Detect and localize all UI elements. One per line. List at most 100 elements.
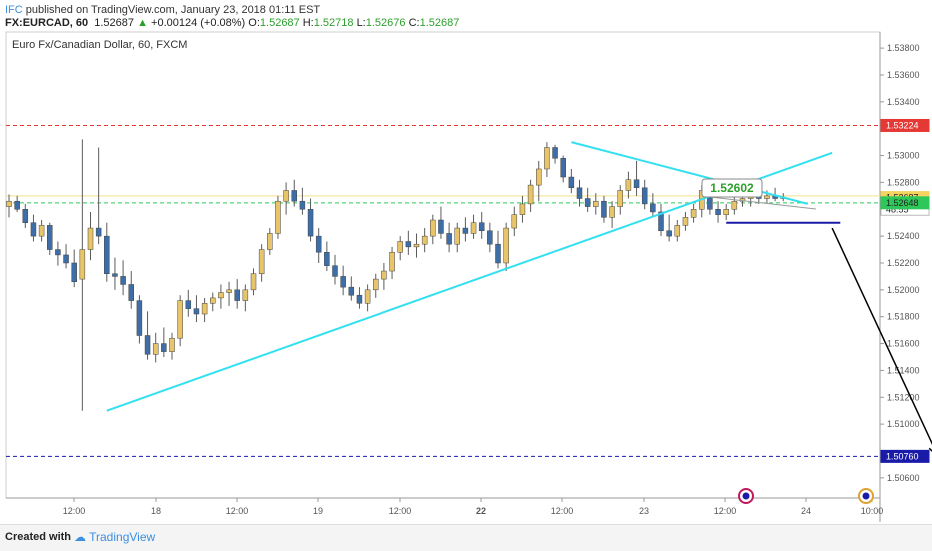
candle-up bbox=[682, 217, 689, 226]
y-tick-label: 1.51000 bbox=[887, 419, 920, 429]
candle-down bbox=[14, 200, 20, 210]
candle-down bbox=[185, 300, 192, 309]
high-value: 1.52718 bbox=[313, 17, 354, 29]
candle-down bbox=[495, 243, 501, 264]
candle-up bbox=[544, 147, 550, 170]
candle-down bbox=[601, 200, 607, 218]
candle-up bbox=[593, 200, 599, 207]
candle-up bbox=[169, 337, 175, 352]
price-axis-label bbox=[880, 196, 930, 210]
y-tick-label: 1.53000 bbox=[887, 151, 920, 161]
symbol-ohlc-line: FX:EURCAD, 60 1.52687 ▲ +0.00124 (+0.08%… bbox=[5, 17, 459, 29]
low-label: L: bbox=[356, 17, 366, 29]
candle-down bbox=[95, 227, 102, 237]
candle-down bbox=[315, 235, 322, 253]
candle-up bbox=[373, 278, 379, 291]
candle-up bbox=[674, 225, 681, 237]
candle-up bbox=[430, 219, 436, 237]
candle-down bbox=[161, 343, 167, 352]
y-tick-label: 1.51200 bbox=[887, 392, 920, 402]
candle-up bbox=[413, 243, 420, 248]
plot-area bbox=[5, 31, 881, 499]
candle-up bbox=[503, 227, 509, 264]
candle-down bbox=[299, 200, 306, 210]
candle-down bbox=[324, 251, 330, 266]
candle-down bbox=[552, 147, 558, 159]
candle-up bbox=[617, 190, 623, 207]
candle-down bbox=[348, 286, 355, 296]
candle-down bbox=[446, 233, 452, 245]
y-tick-label: 1.53800 bbox=[887, 43, 920, 53]
y-tick-label: 1.50600 bbox=[887, 473, 920, 483]
candle-down bbox=[633, 179, 640, 189]
candle-up bbox=[625, 179, 632, 191]
candle-up bbox=[258, 249, 265, 274]
candle-down bbox=[104, 235, 110, 274]
symbol-label: FX:EURCAD, 60 bbox=[5, 17, 89, 29]
candle-up bbox=[283, 190, 289, 202]
candle-down bbox=[55, 249, 61, 256]
created-with-text: Created with bbox=[5, 531, 72, 543]
candle-down bbox=[112, 273, 118, 277]
publish-text: published on TradingView.com, January 23… bbox=[25, 4, 321, 16]
candle-down bbox=[120, 276, 126, 285]
candle-down bbox=[405, 241, 412, 248]
candle-down bbox=[438, 219, 444, 234]
x-tick-label: 23 bbox=[639, 506, 649, 516]
x-tick-label: 12:00 bbox=[551, 506, 574, 516]
candle-down bbox=[71, 262, 77, 283]
candle-up bbox=[421, 235, 428, 245]
candle-down bbox=[658, 211, 664, 232]
author-link[interactable]: IFC bbox=[5, 4, 23, 16]
candle-down bbox=[584, 198, 591, 207]
candle-up bbox=[210, 297, 216, 304]
tradingview-brand: TradingView bbox=[89, 530, 156, 544]
y-tick-label: 1.51600 bbox=[887, 339, 920, 349]
candle-down bbox=[666, 230, 672, 237]
candle-down bbox=[356, 294, 363, 304]
last-price: 1.52687 bbox=[94, 17, 135, 29]
candle-down bbox=[307, 209, 314, 237]
economic-event-icon-dot bbox=[742, 492, 750, 500]
candle-up bbox=[267, 233, 273, 250]
candle-down bbox=[650, 203, 656, 213]
candle-up bbox=[218, 292, 224, 299]
candle-up bbox=[511, 214, 518, 229]
candle-down bbox=[63, 254, 69, 264]
x-tick-label: 10:00 bbox=[861, 506, 884, 516]
candle-down bbox=[715, 209, 721, 215]
candle-down bbox=[340, 276, 346, 288]
x-tick-label: 22 bbox=[476, 506, 486, 516]
candle-up bbox=[536, 168, 542, 186]
candle-up bbox=[609, 206, 615, 218]
candle-down bbox=[136, 300, 143, 336]
candle-down bbox=[128, 284, 134, 301]
candle-up bbox=[38, 225, 45, 237]
low-value: 1.52676 bbox=[365, 17, 406, 29]
open-label: O: bbox=[248, 17, 260, 29]
x-tick-label: 12:00 bbox=[714, 506, 737, 516]
candle-up bbox=[364, 289, 371, 304]
callout-box bbox=[701, 178, 763, 198]
price-axis-label bbox=[880, 118, 930, 132]
candle-down bbox=[291, 190, 297, 202]
candle-up bbox=[177, 300, 183, 339]
candle-up bbox=[389, 251, 395, 272]
candle-down bbox=[478, 222, 485, 232]
y-tick-label: 1.53600 bbox=[887, 70, 920, 80]
candle-down bbox=[568, 176, 575, 189]
candle-up bbox=[226, 289, 232, 293]
target-arrow-line bbox=[831, 227, 932, 446]
price-chart[interactable]: Euro Fx/Canadian Dollar, 60, FXCM 1.53800… bbox=[0, 30, 932, 524]
y-tick-label: 1.52800 bbox=[887, 177, 920, 187]
candle-up bbox=[201, 303, 208, 315]
x-tick-label: 19 bbox=[313, 506, 323, 516]
candle-up bbox=[397, 241, 403, 253]
open-value: 1.52687 bbox=[259, 17, 300, 29]
callout-pointer bbox=[709, 196, 816, 210]
tradingview-logo[interactable]: ☁ TradingView bbox=[74, 530, 156, 544]
y-tick-label: 1.52200 bbox=[887, 258, 920, 268]
y-tick-label: 1.53400 bbox=[887, 97, 920, 107]
candle-down bbox=[332, 265, 338, 277]
candle-down bbox=[560, 157, 566, 178]
